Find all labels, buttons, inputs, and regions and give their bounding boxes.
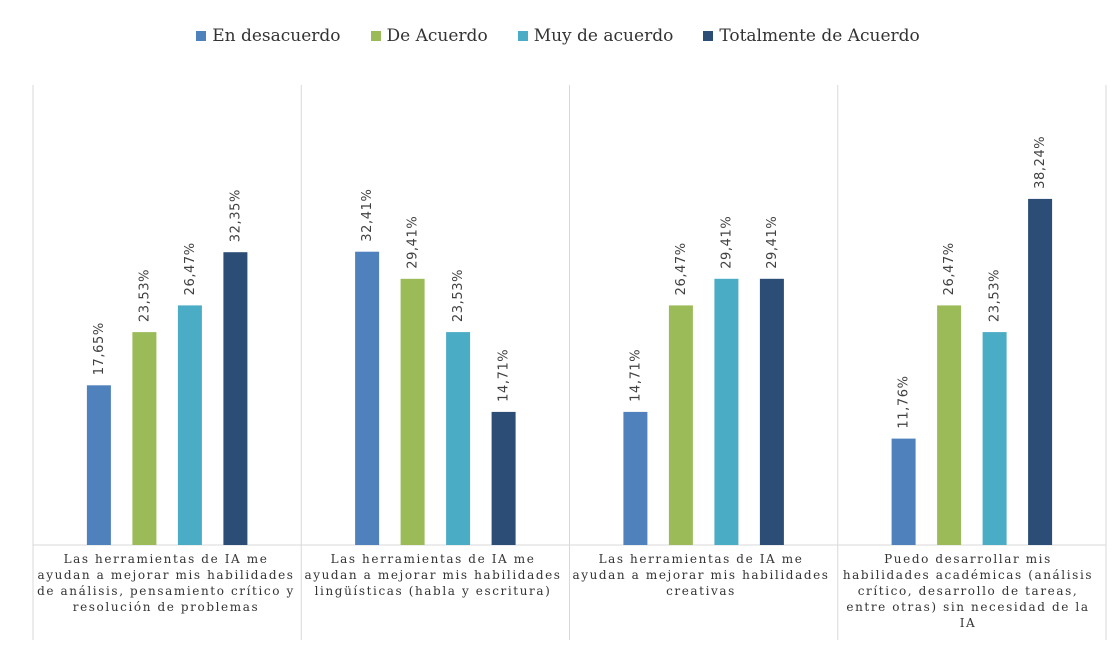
data-label: 32,41% — [360, 189, 375, 242]
category-label-3: Las herramientas de IA me ayudan a mejor… — [572, 552, 830, 598]
legend-swatch-totalmente-de-acuerdo — [703, 31, 714, 41]
legend-item-de-acuerdo: De Acuerdo — [370, 26, 488, 46]
bar — [400, 278, 425, 545]
legend-label-muy-de-acuerdo: Muy de acuerdo — [533, 26, 674, 46]
bar — [355, 251, 380, 545]
legend-swatch-de-acuerdo — [370, 31, 381, 41]
chart-legend: En desacuerdo De Acuerdo Muy de acuerdo … — [0, 26, 1116, 46]
bar — [132, 332, 157, 545]
category-label-4: Puedo desarrollar mis habilidades académ… — [842, 552, 1094, 630]
bar — [623, 411, 648, 545]
legend-swatch-muy-de-acuerdo — [517, 31, 528, 41]
data-label: 32,35% — [228, 189, 243, 242]
data-label: 14,71% — [497, 349, 512, 402]
legend-label-en-desacuerdo: En desacuerdo — [212, 26, 341, 46]
legend-label-totalmente-de-acuerdo: Totalmente de Acuerdo — [719, 26, 920, 46]
data-label: 23,53% — [988, 269, 1003, 322]
data-label: 14,71% — [628, 349, 643, 402]
category-label-1: Las herramientas de IA me ayudan a mejor… — [37, 552, 295, 614]
data-label: 26,47% — [942, 242, 957, 295]
bar — [937, 305, 962, 545]
data-label: 23,53% — [137, 269, 152, 322]
data-label: 26,47% — [674, 242, 689, 295]
bar — [714, 278, 739, 545]
bar — [891, 438, 916, 545]
data-label: 26,47% — [183, 242, 198, 295]
data-label: 29,41% — [406, 216, 421, 269]
bar — [759, 278, 784, 545]
legend-item-totalmente-de-acuerdo: Totalmente de Acuerdo — [703, 26, 920, 46]
bar — [668, 305, 693, 545]
data-label: 11,76% — [897, 375, 912, 428]
legend-swatch-en-desacuerdo — [196, 31, 207, 41]
bar — [982, 332, 1007, 545]
data-label: 38,24% — [1033, 136, 1048, 189]
data-label: 29,41% — [765, 216, 780, 269]
bar — [177, 305, 202, 545]
category-label-2: Las herramientas de IA me ayudan a mejor… — [304, 552, 562, 598]
legend-item-en-desacuerdo: En desacuerdo — [196, 26, 341, 46]
bar — [1028, 198, 1053, 545]
bar — [86, 385, 111, 545]
legend-label-de-acuerdo: De Acuerdo — [386, 26, 488, 46]
bar — [491, 411, 516, 545]
data-label: 29,41% — [719, 216, 734, 269]
bar — [223, 252, 248, 545]
legend-item-muy-de-acuerdo: Muy de acuerdo — [517, 26, 674, 46]
bar — [446, 332, 471, 545]
data-label: 23,53% — [451, 269, 466, 322]
data-label: 17,65% — [92, 322, 107, 375]
